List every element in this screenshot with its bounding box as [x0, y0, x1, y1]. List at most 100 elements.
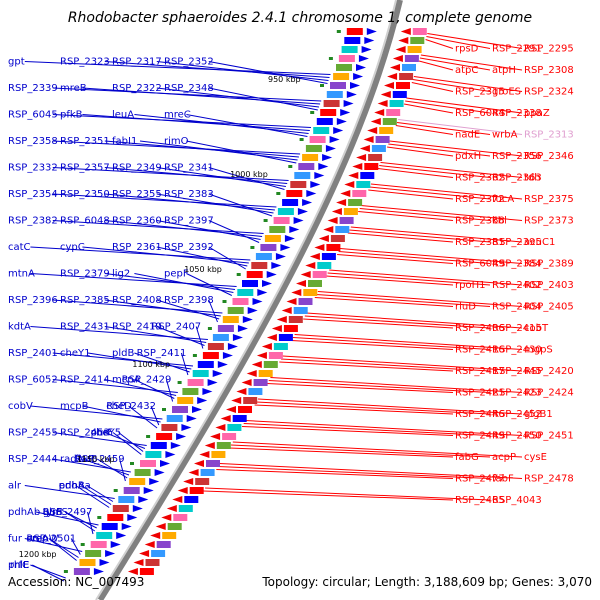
feature-block [232, 298, 249, 305]
feature-block [290, 181, 307, 188]
gene-label: mtnA [8, 269, 35, 280]
label-connector [24, 538, 83, 552]
label-connector [52, 299, 223, 314]
gene-label: gpt [8, 57, 25, 68]
forward-gene-arrow [165, 451, 176, 458]
gene-label: RSP_2358 [8, 136, 58, 147]
reverse-gene-arrow [281, 307, 292, 314]
forward-gene-arrow [202, 388, 213, 395]
forward-gene-arrow [302, 199, 313, 206]
gene-label: fabI1 [112, 136, 137, 147]
feature-block [145, 451, 162, 458]
forward-gene-arrow [242, 316, 253, 323]
gene-label: RSP_2430 [492, 345, 542, 356]
gene-label: RSP_2368 [455, 216, 505, 227]
feature-block [399, 73, 414, 80]
forward-gene-arrow [176, 433, 187, 440]
label-connector [30, 273, 237, 287]
feature-block [323, 100, 340, 107]
tick-mark [263, 219, 268, 222]
gene-label: pdhAb [8, 507, 40, 518]
reverse-gene-arrow [300, 271, 311, 278]
feature-block [73, 568, 90, 575]
gene-label: RSP_2414 [60, 375, 110, 386]
feature-block [222, 316, 239, 323]
reverse-gene-arrow [374, 109, 385, 116]
label-connector [405, 100, 491, 114]
feature-block [286, 190, 303, 197]
feature-block [348, 199, 363, 206]
reverse-gene-arrow [127, 568, 138, 575]
label-connector [180, 352, 189, 376]
forward-gene-arrow [110, 541, 121, 548]
feature-block [243, 397, 258, 404]
label-connector [119, 458, 126, 482]
forward-gene-arrow [289, 226, 300, 233]
label-connector [369, 186, 491, 200]
gene-label: RSP_2381 [455, 237, 505, 248]
label-connector [413, 76, 523, 92]
label-connector [266, 383, 454, 393]
reverse-gene-arrow [309, 253, 320, 260]
forward-gene-arrow [366, 28, 377, 35]
forward-gene-arrow [154, 469, 165, 476]
label-connector [52, 352, 194, 367]
label-connector [104, 140, 299, 158]
label-connector [359, 208, 491, 221]
forward-gene-arrow [318, 163, 329, 170]
forward-gene-arrow [99, 559, 110, 566]
forward-gene-arrow [346, 91, 357, 98]
feature-block [305, 145, 322, 152]
reverse-gene-arrow [256, 352, 267, 359]
gene-label: RSP_2375 [524, 194, 574, 205]
feature-block [269, 226, 286, 233]
reverse-gene-arrow [400, 28, 411, 35]
feature-block [162, 532, 177, 539]
gene-label: kdtA [8, 322, 31, 333]
feature-block [282, 199, 299, 206]
tick-mark [336, 30, 341, 33]
gene-label: RSP_6045 [8, 110, 58, 121]
gene-label: RSP_2351 [60, 136, 110, 147]
feature-block [303, 289, 318, 296]
reverse-gene-arrow [231, 397, 242, 404]
genome-summary: Topology: circular; Length: 3,188,609 bp… [261, 575, 592, 589]
feature-block [404, 55, 419, 62]
gene-label: mcpB [60, 401, 89, 412]
feature-block [118, 496, 135, 503]
gene-label: RSP_2406 [455, 323, 505, 334]
gene-label: RSP_2411 [137, 348, 187, 359]
label-connector [156, 246, 248, 267]
reverse-gene-arrow [144, 541, 155, 548]
forward-gene-arrow [262, 280, 272, 287]
gene-label: tyrS [43, 507, 63, 518]
tick-mark [222, 300, 227, 303]
forward-gene-arrow [284, 235, 295, 242]
tick-mark [310, 111, 315, 114]
gene-label: eno [59, 481, 78, 492]
gene-label: kbl [492, 216, 507, 227]
label-connector [156, 87, 320, 108]
feature-block [195, 478, 210, 485]
forward-gene-arrow [322, 154, 333, 161]
gene-label: RSP_2322 [112, 83, 162, 94]
label-connector [280, 358, 491, 372]
label-connector [230, 444, 491, 458]
label-connector [389, 140, 523, 157]
feature-block [90, 541, 107, 548]
label-connector [48, 538, 77, 561]
label-connector [30, 246, 251, 261]
label-connector [245, 420, 523, 436]
gene-label: RSP_2478 [524, 474, 574, 485]
gene-label: RSP_2421 [455, 388, 505, 399]
tick-mark [236, 273, 241, 276]
forward-gene-arrow [333, 127, 344, 134]
label-connector [52, 140, 301, 155]
gene-label: RSP_2332 [8, 163, 58, 174]
gene-label: RSP_2402 [492, 280, 542, 291]
forward-gene-arrow [192, 406, 202, 413]
feature-block [258, 370, 273, 377]
reverse-gene-arrow [261, 343, 272, 350]
label-connector [268, 380, 491, 393]
feature-block [313, 127, 330, 134]
